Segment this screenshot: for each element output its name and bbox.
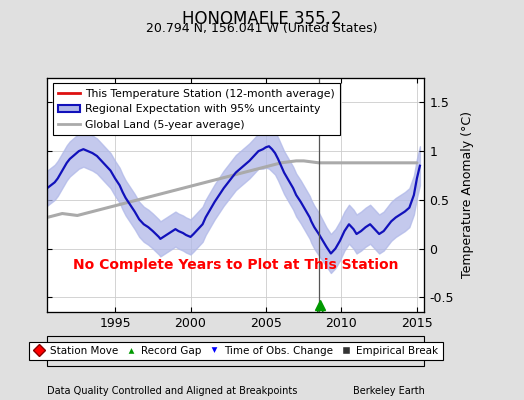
Text: Berkeley Earth: Berkeley Earth: [353, 386, 424, 396]
Text: HONOMAELE 355.2: HONOMAELE 355.2: [182, 10, 342, 28]
Text: No Complete Years to Plot at This Station: No Complete Years to Plot at This Statio…: [73, 258, 399, 272]
Text: Data Quality Controlled and Aligned at Breakpoints: Data Quality Controlled and Aligned at B…: [47, 386, 298, 396]
Text: 20.794 N, 156.041 W (United States): 20.794 N, 156.041 W (United States): [146, 22, 378, 35]
Legend: Station Move, Record Gap, Time of Obs. Change, Empirical Break: Station Move, Record Gap, Time of Obs. C…: [29, 342, 443, 360]
Legend: This Temperature Station (12-month average), Regional Expectation with 95% uncer: This Temperature Station (12-month avera…: [52, 84, 340, 135]
Y-axis label: Temperature Anomaly (°C): Temperature Anomaly (°C): [461, 112, 474, 278]
